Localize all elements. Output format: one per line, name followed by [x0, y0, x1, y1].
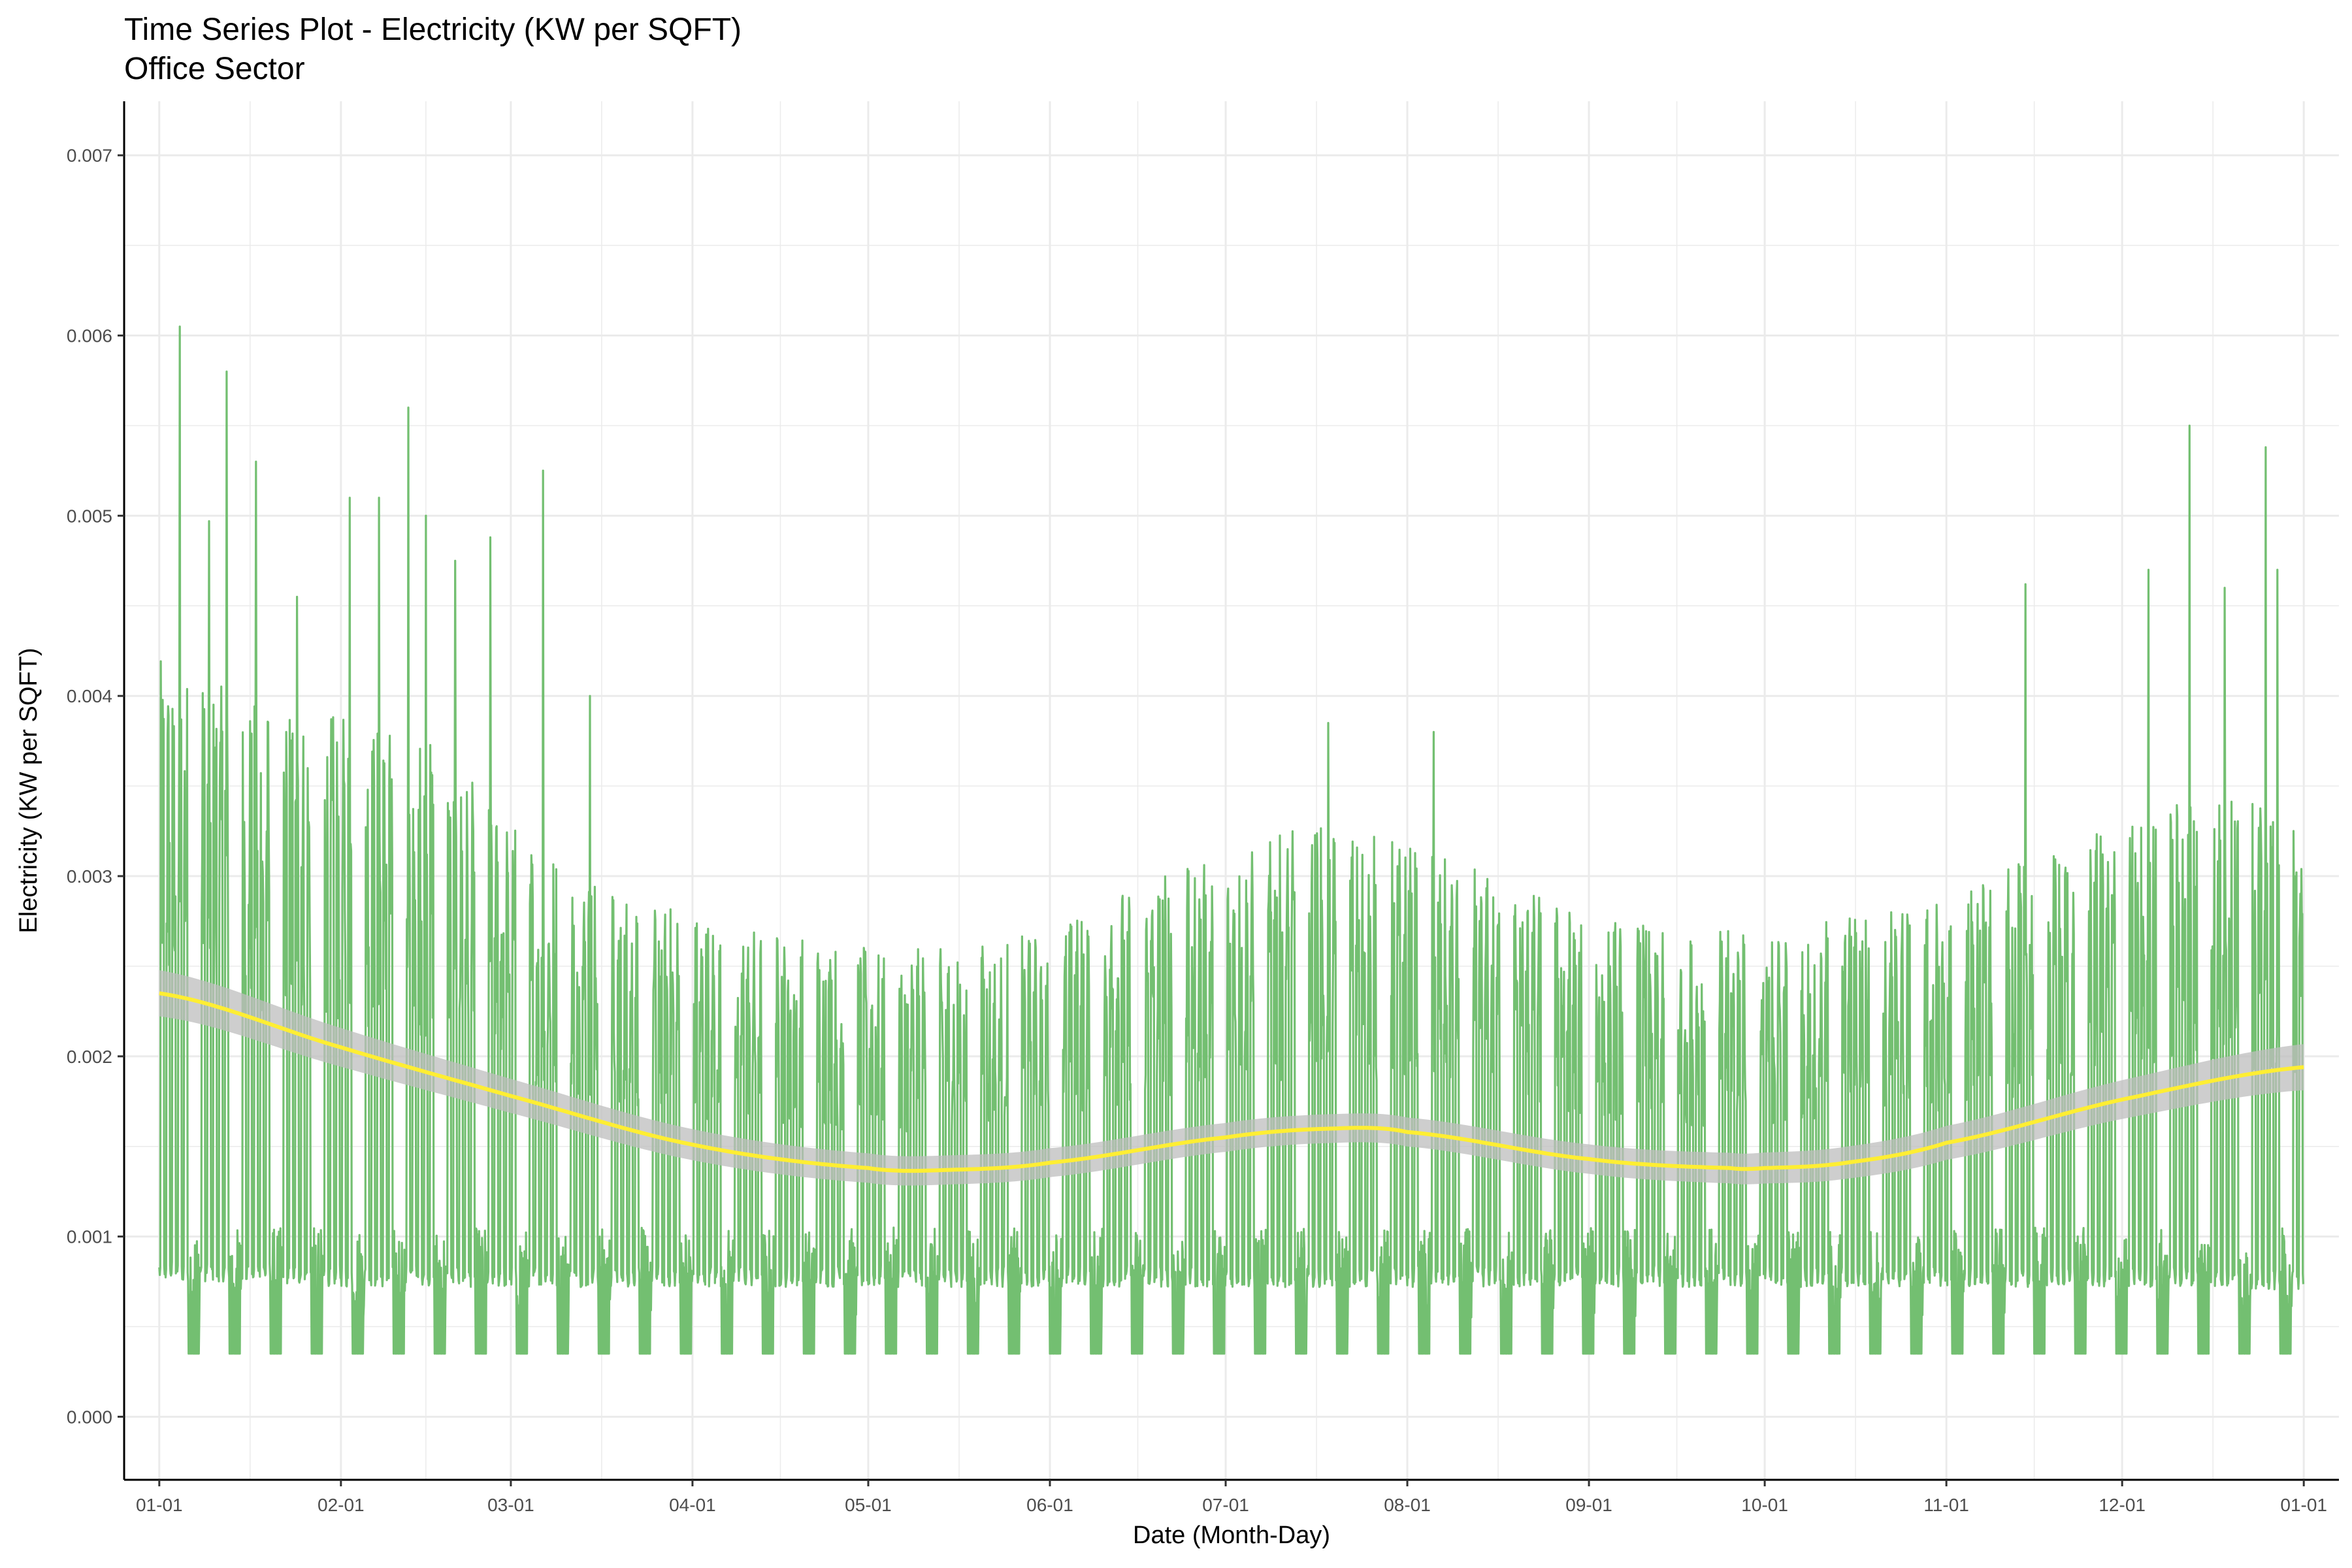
x-axis-title: Date (Month-Day) [1133, 1522, 1330, 1549]
x-tick-label: 10-01 [1741, 1495, 1788, 1515]
y-tick-label: 0.001 [67, 1227, 112, 1247]
x-tick-label: 08-01 [1384, 1495, 1431, 1515]
smooth-confidence-band [159, 970, 2304, 1186]
y-axis-title: Electricity (KW per SQFT) [15, 647, 42, 933]
x-tick-label: 05-01 [845, 1495, 892, 1515]
chart-title: Time Series Plot - Electricity (KW per S… [124, 12, 742, 47]
x-tick-label: 09-01 [1565, 1495, 1612, 1515]
smooth-trend-line [159, 991, 2304, 1173]
y-tick-label: 0.004 [67, 686, 112, 706]
x-tick-label: 04-01 [669, 1495, 716, 1515]
y-tick-label: 0.005 [67, 506, 112, 526]
x-tick-label: 01-01 [136, 1495, 183, 1515]
x-tick-label: 12-01 [2099, 1495, 2146, 1515]
x-tick-label: 01-01 [2280, 1495, 2327, 1515]
y-tick-label: 0.007 [67, 146, 112, 166]
y-tick-label: 0.000 [67, 1407, 112, 1427]
y-tick-label: 0.006 [67, 326, 112, 346]
x-tick-label: 06-01 [1026, 1495, 1073, 1515]
chart-subtitle: Office Sector [124, 52, 305, 86]
y-tick-label: 0.003 [67, 866, 112, 887]
x-tick-label: 07-01 [1202, 1495, 1249, 1515]
x-tick-label: 11-01 [1923, 1495, 1969, 1515]
y-tick-label: 0.002 [67, 1047, 112, 1067]
x-tick-label: 03-01 [487, 1495, 534, 1515]
series-electricity-line [158, 325, 2304, 1355]
x-tick-label: 02-01 [318, 1495, 365, 1515]
